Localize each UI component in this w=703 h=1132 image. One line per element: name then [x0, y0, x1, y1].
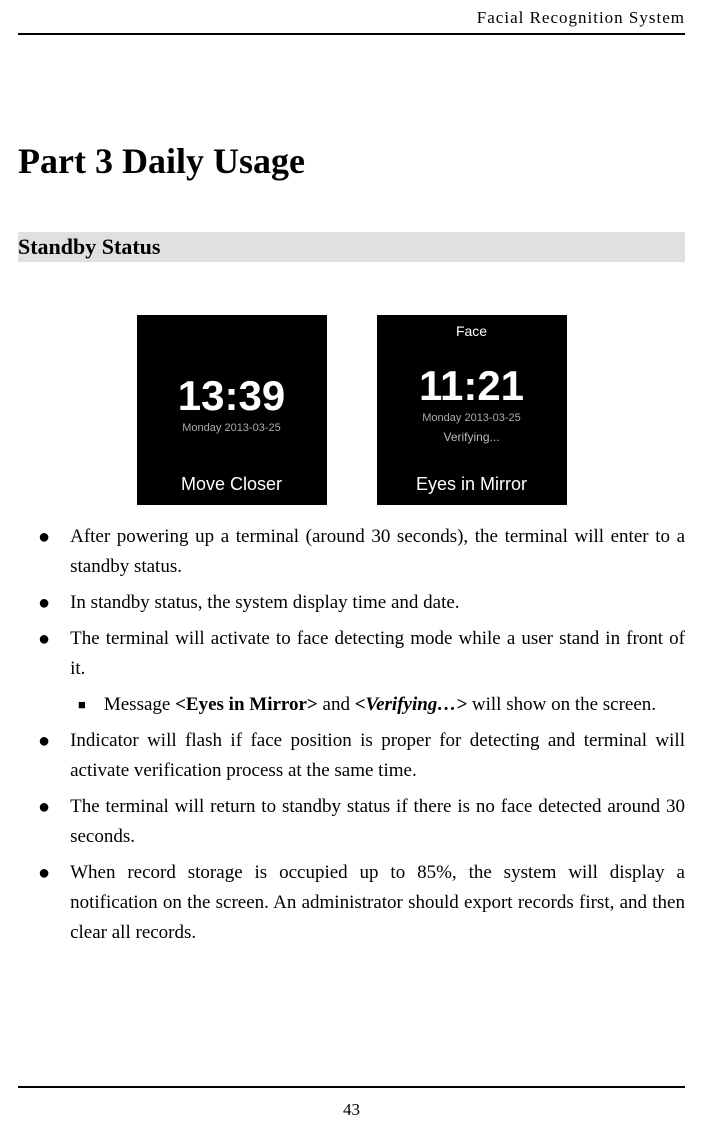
- sub-bullet-icon: ■: [78, 690, 86, 720]
- content-list: ● After powering up a terminal (around 3…: [18, 522, 685, 954]
- screen-right-time: 11:21: [419, 362, 524, 410]
- sub-text-bold: <Eyes in Mirror>: [175, 694, 318, 715]
- bullet-text: The terminal will return to standby stat…: [70, 792, 685, 852]
- screens-container: 13:39 Monday 2013-03-25 Move Closer Face…: [137, 315, 567, 505]
- bullet-icon: ●: [38, 624, 50, 684]
- bullet-icon: ●: [38, 858, 50, 948]
- bullet-text: When record storage is occupied up to 85…: [70, 858, 685, 948]
- bullet-icon: ●: [38, 726, 50, 786]
- screen-right-verifying: Verifying...: [443, 430, 499, 444]
- bullet-item: ● The terminal will return to standby st…: [18, 792, 685, 852]
- bullet-text: Indicator will flash if face position is…: [70, 726, 685, 786]
- sub-bullet-item: ■ Message <Eyes in Mirror> and <Verifyin…: [78, 690, 685, 720]
- screen-left-date: Monday 2013-03-25: [182, 422, 280, 434]
- bullet-icon: ●: [38, 522, 50, 582]
- sub-text-prefix: Message: [104, 694, 175, 715]
- header-divider: [18, 33, 685, 35]
- screen-right-bottom: Eyes in Mirror: [416, 474, 527, 495]
- bullet-text: The terminal will activate to face detec…: [70, 624, 685, 684]
- page-header: Facial Recognition System: [477, 8, 685, 28]
- bullet-item: ● In standby status, the system display …: [18, 588, 685, 618]
- page-number: 43: [343, 1100, 360, 1120]
- bullet-item: ● After powering up a terminal (around 3…: [18, 522, 685, 582]
- sub-bullet-text: Message <Eyes in Mirror> and <Verifying……: [104, 690, 685, 720]
- bullet-item: ● Indicator will flash if face position …: [18, 726, 685, 786]
- bullet-item: ● When record storage is occupied up to …: [18, 858, 685, 948]
- part-title: Part 3 Daily Usage: [18, 140, 305, 182]
- sub-text-suffix: will show on the screen.: [467, 694, 656, 715]
- screen-left-time: 13:39: [178, 372, 285, 420]
- screen-right: Face 11:21 Monday 2013-03-25 Verifying..…: [377, 315, 567, 505]
- bullet-text: After powering up a terminal (around 30 …: [70, 522, 685, 582]
- bullet-text: In standby status, the system display ti…: [70, 588, 685, 618]
- footer-divider: [18, 1086, 685, 1088]
- screen-right-top: Face: [456, 323, 487, 339]
- screen-right-date: Monday 2013-03-25: [422, 412, 520, 424]
- screen-left: 13:39 Monday 2013-03-25 Move Closer: [137, 315, 327, 505]
- sub-text-italic: <Verifying…>: [355, 694, 467, 715]
- bullet-icon: ●: [38, 588, 50, 618]
- sub-text-mid: and: [318, 694, 355, 715]
- bullet-icon: ●: [38, 792, 50, 852]
- bullet-item: ● The terminal will activate to face det…: [18, 624, 685, 684]
- screen-left-bottom: Move Closer: [181, 474, 282, 495]
- section-title: Standby Status: [18, 232, 685, 262]
